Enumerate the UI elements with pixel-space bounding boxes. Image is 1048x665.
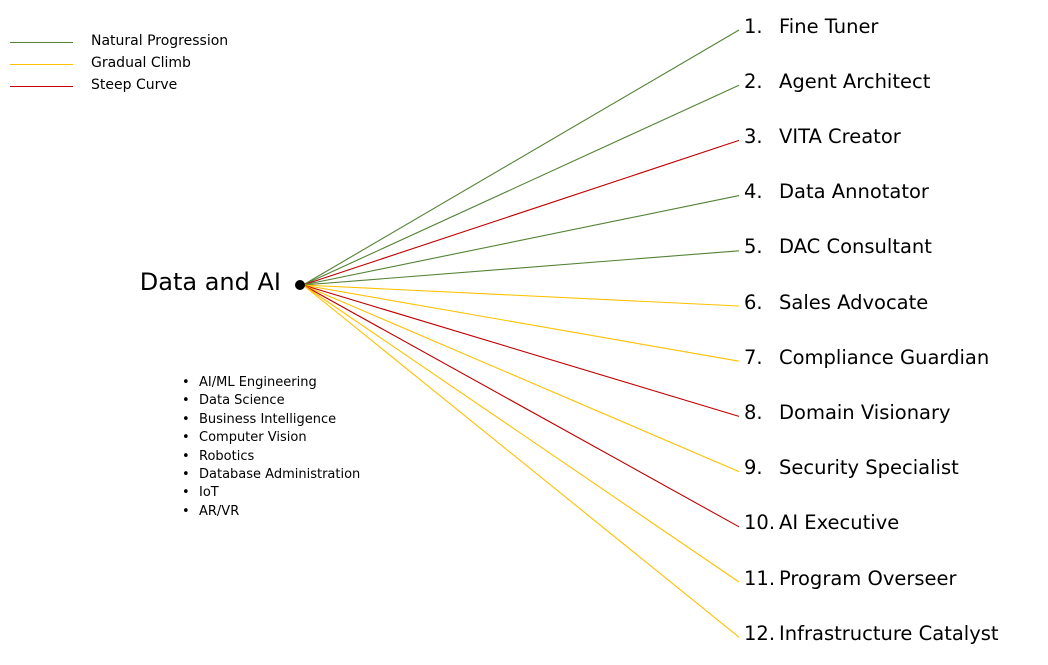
field-item: Data Science (181, 392, 360, 411)
field-item: AR/VR (181, 503, 360, 522)
role-item-12: 12. Infrastructure Catalyst (744, 619, 999, 649)
role-number: 7. (744, 346, 763, 369)
fields-list: AI/ML Engineering Data Science Business … (181, 374, 360, 522)
role-label: AI Executive (779, 511, 900, 534)
role-label: Data Annotator (779, 180, 929, 203)
role-number: 3. (744, 125, 763, 148)
role-number: 12. (744, 622, 776, 645)
role-number: 8. (744, 401, 763, 424)
role-item-1: 1. Fine Tuner (744, 12, 878, 42)
role-label: Fine Tuner (779, 15, 879, 38)
role-number: 9. (744, 456, 763, 479)
connector-line-12 (302, 284, 740, 638)
role-label: Sales Advocate (779, 291, 929, 314)
field-item: Database Administration (181, 466, 360, 485)
role-item-5: 5. DAC Consultant (744, 232, 932, 262)
role-number: 10. (744, 511, 776, 534)
role-number: 6. (744, 291, 763, 314)
legend-label: Gradual Climb (91, 55, 191, 71)
role-item-11: 11. Program Overseer (744, 564, 957, 594)
connector-line-2 (302, 84, 740, 286)
role-number: 5. (744, 235, 763, 258)
connector-line-4 (302, 195, 740, 286)
connector-line-10 (302, 284, 740, 528)
field-item: Robotics (181, 448, 360, 467)
field-item: IoT (181, 484, 360, 503)
role-item-9: 9. Security Specialist (744, 453, 959, 483)
legend-label: Steep Curve (91, 77, 178, 93)
role-label: Program Overseer (779, 567, 957, 590)
connector-line-6 (302, 284, 740, 307)
field-item: AI/ML Engineering (181, 374, 360, 393)
role-label: Security Specialist (779, 456, 959, 479)
role-item-2: 2. Agent Architect (744, 67, 930, 97)
role-number: 4. (744, 180, 763, 203)
role-item-6: 6. Sales Advocate (744, 288, 928, 318)
role-label: Agent Architect (779, 70, 931, 93)
field-item: Computer Vision (181, 429, 360, 448)
field-item: Business Intelligence (181, 411, 360, 430)
role-item-3: 3. VITA Creator (744, 122, 901, 152)
hub-label: Data and AI (139, 268, 281, 296)
role-label: Domain Visionary (779, 401, 951, 424)
hub-dot (295, 280, 305, 290)
role-label: Compliance Guardian (779, 346, 990, 369)
role-label: DAC Consultant (779, 235, 932, 258)
role-item-10: 10. AI Executive (744, 508, 899, 538)
connector-line-5 (302, 250, 740, 286)
connector-line-1 (302, 29, 740, 286)
connector-line-8 (302, 284, 740, 417)
role-item-7: 7. Compliance Guardian (744, 343, 989, 373)
role-number: 2. (744, 70, 763, 93)
connector-line-3 (302, 139, 740, 286)
role-item-8: 8. Domain Visionary (744, 398, 951, 428)
connector-line-7 (302, 284, 740, 362)
connector-line-11 (302, 284, 740, 583)
role-label: Infrastructure Catalyst (779, 622, 999, 645)
role-number: 11. (744, 567, 776, 590)
role-item-4: 4. Data Annotator (744, 177, 929, 207)
legend-swatch-natural-progression (10, 42, 73, 43)
legend-label: Natural Progression (91, 33, 229, 49)
connector-line-9 (302, 284, 740, 473)
role-number: 1. (744, 15, 763, 38)
role-label: VITA Creator (779, 125, 901, 148)
legend-swatch-gradual-climb (10, 64, 73, 65)
legend-swatch-steep-curve (10, 86, 73, 87)
